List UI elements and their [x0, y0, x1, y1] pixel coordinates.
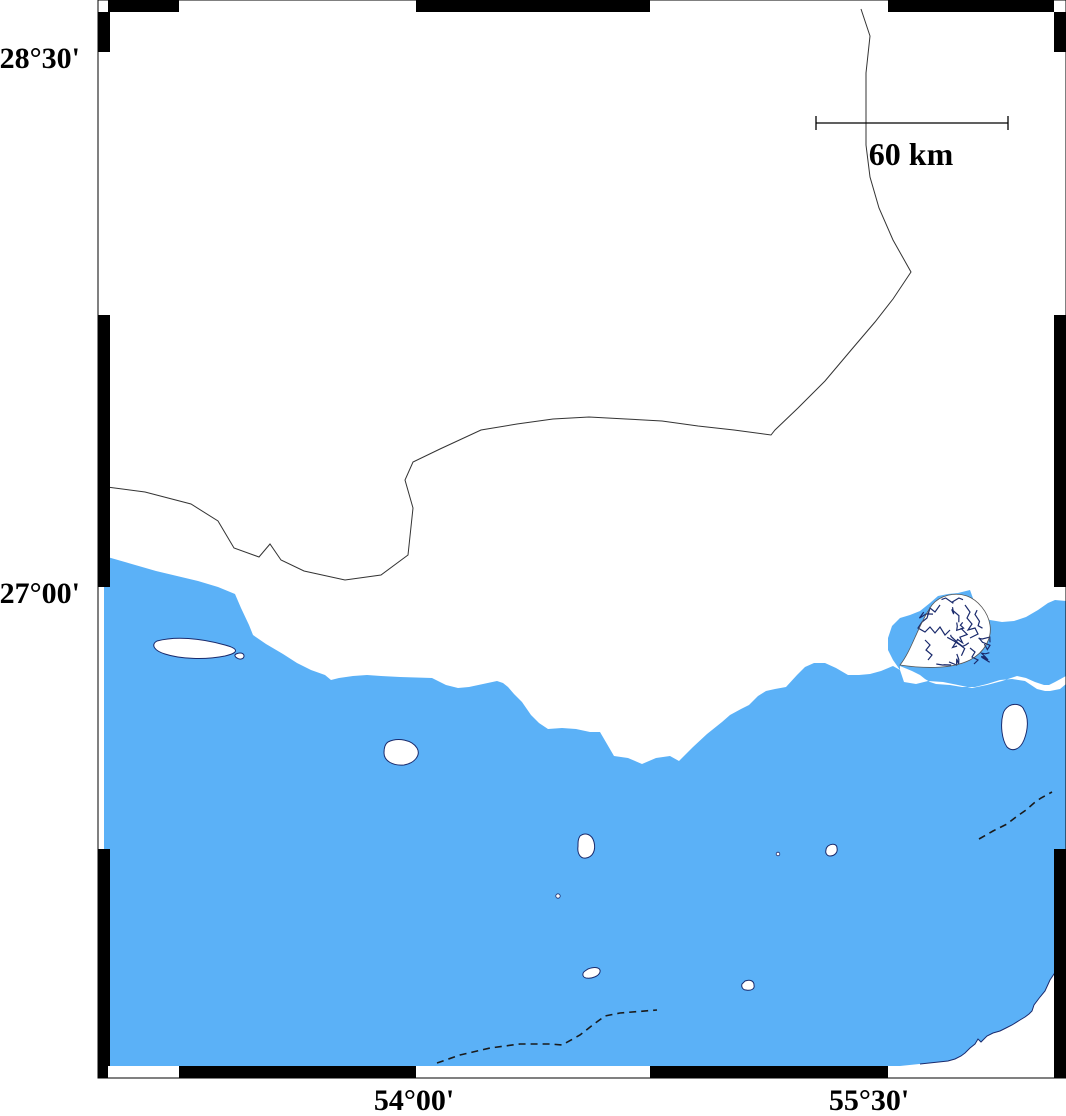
svg-text:28°30': 28°30'	[0, 42, 80, 75]
svg-text:27°00': 27°00'	[0, 577, 80, 610]
svg-text:54°00': 54°00'	[374, 1084, 454, 1116]
svg-text:55°30': 55°30'	[829, 1084, 909, 1116]
svg-text:60 km: 60 km	[869, 136, 954, 172]
